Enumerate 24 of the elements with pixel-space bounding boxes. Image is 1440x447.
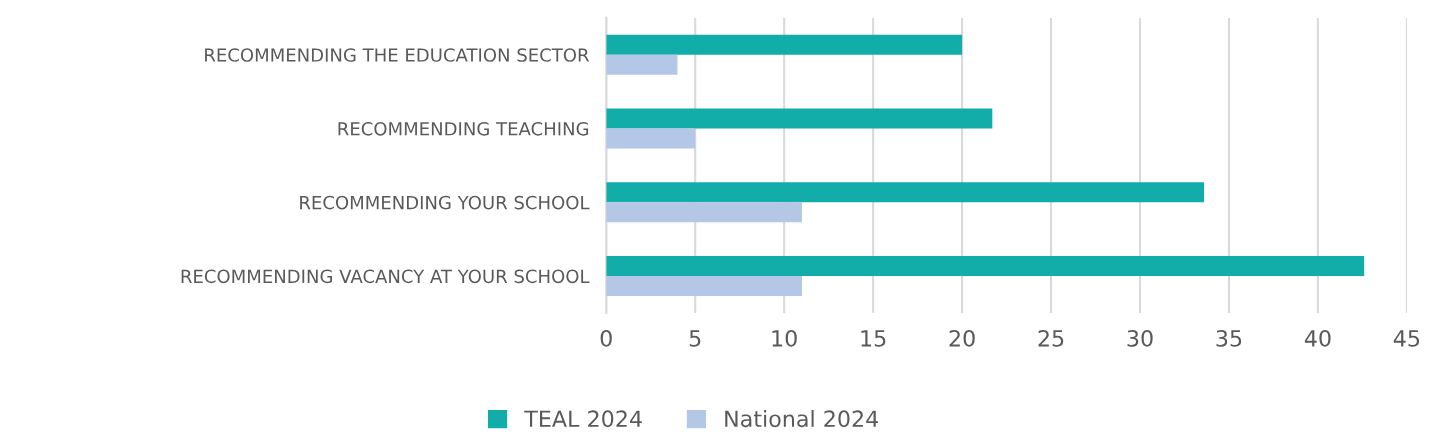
x-tick-label: 40 bbox=[1304, 329, 1331, 347]
x-tick-label: 20 bbox=[949, 329, 975, 347]
y-tick-label: RECOMMENDING YOUR SCHOOL bbox=[300, 195, 590, 210]
x-tick-label: 35 bbox=[1216, 329, 1242, 347]
x-tick-label: 45 bbox=[1393, 330, 1420, 347]
y-tick-label: RECOMMENDING THE EDUCATION SECTOR bbox=[205, 48, 590, 62]
bar bbox=[606, 202, 802, 223]
x-tick-label: 30 bbox=[1127, 329, 1153, 347]
bar bbox=[606, 54, 678, 75]
bar bbox=[606, 276, 802, 296]
bar bbox=[606, 182, 1205, 203]
x-tick-label: 10 bbox=[772, 329, 797, 347]
x-tick-label: 25 bbox=[1038, 329, 1064, 347]
y-tick-label: RECOMMENDING VACANCY AT YOUR SCHOOL bbox=[181, 269, 590, 284]
x-tick-label: 0 bbox=[600, 329, 612, 347]
x-tick-label: 5 bbox=[689, 330, 701, 347]
x-tick-label: 15 bbox=[861, 330, 886, 347]
legend-label: National 2024 bbox=[725, 409, 879, 428]
bar bbox=[606, 128, 696, 149]
bar bbox=[606, 256, 1365, 277]
y-tick-label: RECOMMENDING TEACHING bbox=[338, 121, 589, 136]
bar bbox=[606, 108, 993, 129]
legend-label: TEAL 2024 bbox=[524, 410, 642, 428]
bar bbox=[606, 34, 963, 55]
